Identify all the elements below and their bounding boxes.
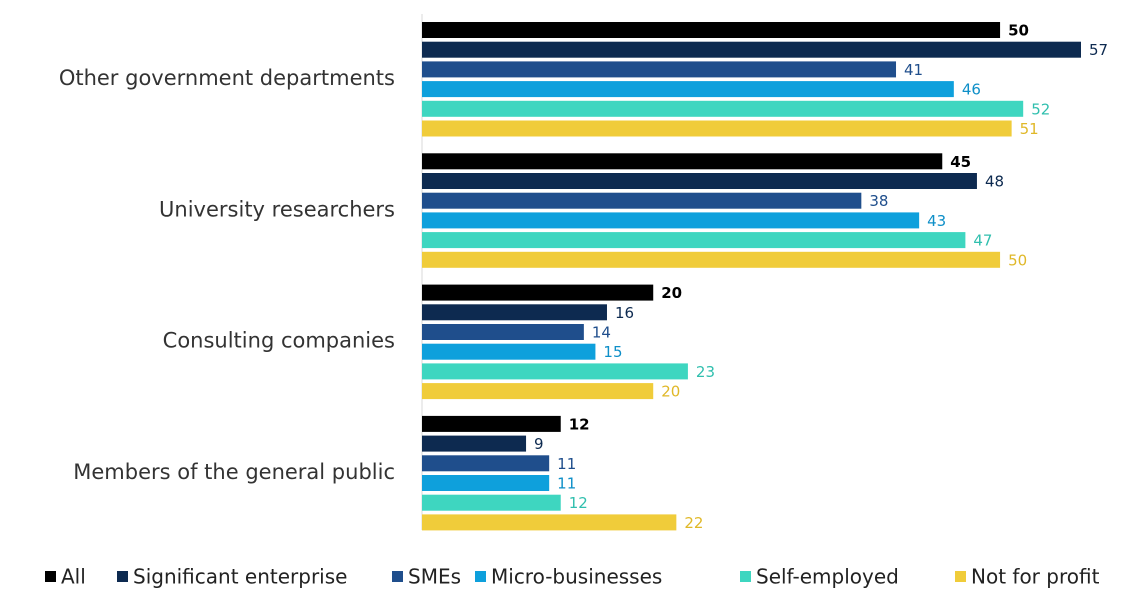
legend-label: Not for profit: [971, 565, 1100, 589]
bar: [422, 304, 607, 321]
legend-swatch: [475, 571, 486, 582]
data-label: 51: [1020, 120, 1039, 138]
bar: [422, 435, 527, 452]
data-label: 11: [557, 475, 576, 493]
data-label: 9: [534, 435, 544, 453]
bar: [422, 173, 977, 189]
data-label: 47: [973, 232, 992, 250]
bar: [422, 120, 1012, 137]
category-label: Members of the general public: [73, 460, 395, 484]
category-label: University researchers: [159, 197, 395, 221]
bar: [422, 475, 550, 491]
bar: [422, 494, 561, 511]
data-label: 16: [615, 304, 634, 322]
bar: [422, 41, 1081, 58]
bar: [422, 343, 596, 360]
legend-swatch: [740, 571, 751, 582]
data-label: 12: [569, 415, 590, 433]
bar: [422, 251, 1001, 268]
legend-swatch: [117, 571, 128, 582]
data-label: 48: [985, 173, 1004, 191]
bar: [422, 61, 897, 78]
bar: [422, 22, 1001, 38]
bar: [422, 192, 862, 209]
data-label: 22: [684, 514, 703, 532]
legend-swatch: [45, 571, 56, 582]
bar: [422, 284, 654, 301]
data-label: 14: [592, 324, 611, 342]
category-label: Other government departments: [59, 66, 395, 90]
data-label: 46: [962, 81, 981, 99]
bar: [422, 100, 1024, 117]
legend-label: All: [61, 565, 86, 589]
data-label: 43: [927, 212, 946, 230]
data-label: 11: [557, 455, 576, 473]
data-label: 50: [1008, 251, 1027, 269]
bar: [422, 324, 584, 340]
data-label: 52: [1031, 100, 1050, 118]
legend-label: SMEs: [408, 565, 461, 589]
legend-label: Self-employed: [756, 565, 899, 589]
bar: [422, 363, 688, 380]
data-label: 41: [904, 61, 923, 79]
bar: [422, 514, 677, 531]
bar: [422, 415, 561, 432]
data-label: 23: [696, 363, 715, 381]
data-label: 20: [661, 284, 682, 302]
data-label: 57: [1089, 41, 1108, 59]
legend-label: Micro-businesses: [491, 565, 662, 589]
legend-swatch: [955, 571, 966, 582]
data-label: 20: [661, 383, 680, 401]
legend-label: Significant enterprise: [133, 565, 347, 589]
bar: [422, 232, 966, 249]
data-label: 50: [1008, 22, 1029, 40]
bar: [422, 383, 654, 400]
data-label: 38: [869, 192, 888, 210]
bar: [422, 455, 550, 472]
bar: [422, 81, 954, 98]
legend-swatch: [392, 571, 403, 582]
bar: [422, 212, 920, 229]
data-label: 12: [569, 494, 588, 512]
data-label: 15: [603, 343, 622, 361]
data-label: 45: [950, 153, 971, 171]
bar: [422, 153, 943, 170]
category-label: Consulting companies: [163, 329, 395, 353]
